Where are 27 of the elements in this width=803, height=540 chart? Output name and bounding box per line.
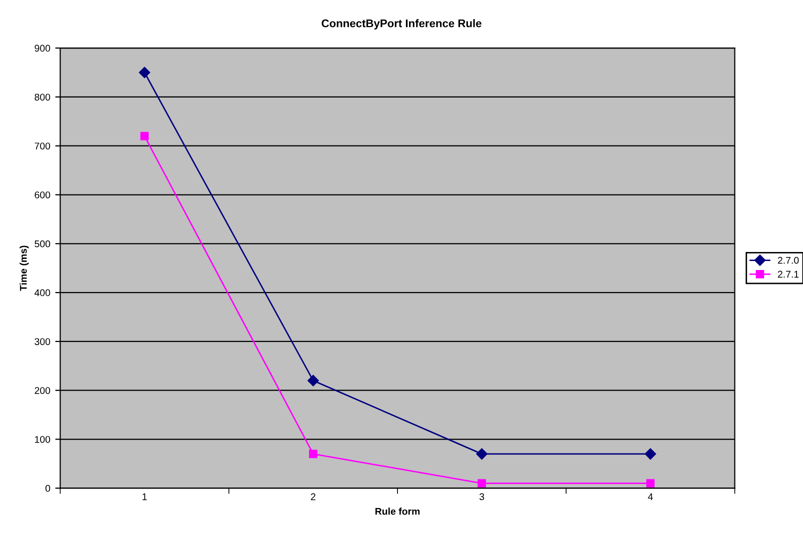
point — [309, 450, 318, 458]
point — [138, 66, 150, 78]
point — [476, 448, 488, 460]
y-axis-title: Time (ms) — [20, 246, 29, 291]
legend-label: 2.7.0 — [778, 256, 799, 264]
point — [308, 374, 319, 386]
y-tick-label: 900 — [34, 44, 50, 52]
y-tick-label: 500 — [34, 240, 50, 248]
y-tick-label: 400 — [34, 289, 50, 296]
y-tick-label: 200 — [34, 387, 50, 394]
point — [140, 132, 149, 140]
point — [478, 479, 486, 488]
point — [646, 479, 655, 488]
x-tick-label: 3 — [479, 493, 484, 500]
y-tick-label: 100 — [35, 436, 50, 443]
y-tick-label: 0 — [45, 484, 50, 492]
chart-title: ConnectByPort Inference Rule — [322, 19, 482, 30]
x-tick-label: 4 — [648, 493, 653, 500]
x-tick-label: 2 — [310, 493, 316, 500]
y-tick-label: 700 — [34, 142, 50, 150]
y-tick-label: 600 — [34, 191, 50, 198]
y-tick-label: 800 — [34, 94, 50, 101]
y-tick-label: 300 — [34, 338, 50, 346]
point — [644, 448, 656, 460]
x-tick-label: 1 — [142, 493, 147, 500]
x-axis-title: Rule form — [375, 508, 420, 515]
legend-label: 2.7.1 — [778, 270, 799, 278]
